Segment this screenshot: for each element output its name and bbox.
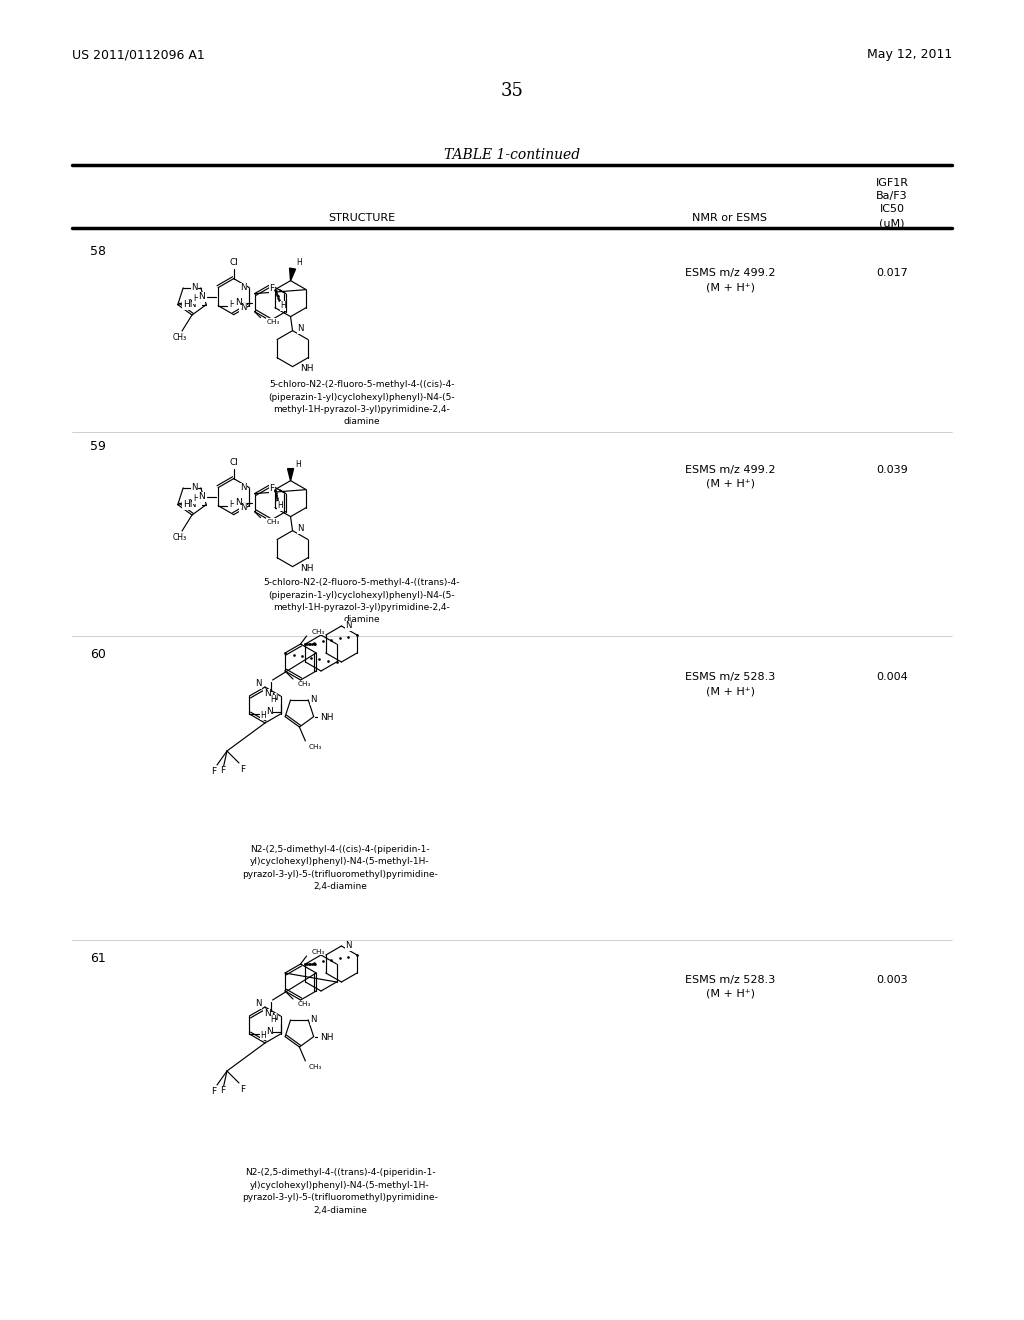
Text: ESMS m/z 499.2: ESMS m/z 499.2 — [685, 268, 775, 279]
Text: F: F — [220, 766, 225, 775]
Text: 5-chloro-N2-(2-fluoro-5-methyl-4-((trans)-4-
(piperazin-1-yl)cyclohexyl)phenyl)-: 5-chloro-N2-(2-fluoro-5-methyl-4-((trans… — [264, 578, 460, 624]
Text: STRUCTURE: STRUCTURE — [329, 213, 395, 223]
Text: HN: HN — [182, 500, 197, 510]
Text: N: N — [191, 483, 198, 492]
Text: N: N — [240, 304, 247, 312]
Text: Cl: Cl — [229, 259, 239, 267]
Text: (M + H⁺): (M + H⁺) — [706, 282, 755, 292]
Text: H: H — [270, 1015, 275, 1024]
Text: N: N — [264, 1010, 270, 1019]
Text: Ba/F3: Ba/F3 — [877, 191, 908, 201]
Text: N: N — [234, 498, 242, 507]
Text: H: H — [260, 1031, 266, 1040]
Text: N: N — [234, 298, 242, 308]
Text: 58: 58 — [90, 246, 106, 257]
Text: N: N — [240, 503, 247, 512]
Text: IGF1R: IGF1R — [876, 178, 908, 187]
Text: TABLE 1-continued: TABLE 1-continued — [444, 148, 580, 162]
Text: CH₃: CH₃ — [173, 333, 187, 342]
Text: CH₃: CH₃ — [298, 1001, 311, 1007]
Text: 5-chloro-N2-(2-fluoro-5-methyl-4-((cis)-4-
(piperazin-1-yl)cyclohexyl)phenyl)-N4: 5-chloro-N2-(2-fluoro-5-methyl-4-((cis)-… — [268, 380, 456, 426]
Text: H: H — [260, 710, 266, 719]
Text: NH: NH — [319, 713, 333, 722]
Text: N: N — [310, 696, 316, 705]
Text: ESMS m/z 528.3: ESMS m/z 528.3 — [685, 672, 775, 682]
Text: CH₃: CH₃ — [311, 949, 325, 954]
Text: N: N — [266, 708, 272, 717]
Text: N: N — [345, 622, 352, 631]
Text: H: H — [193, 494, 199, 503]
Text: H: H — [297, 259, 302, 267]
Text: F: F — [269, 284, 274, 293]
Text: N2-(2,5-dimethyl-4-((cis)-4-(piperidin-1-
yl)cyclohexyl)phenyl)-N4-(5-methyl-1H-: N2-(2,5-dimethyl-4-((cis)-4-(piperidin-1… — [242, 845, 438, 891]
Text: 0.004: 0.004 — [877, 672, 908, 682]
Text: N: N — [345, 941, 352, 950]
Text: 60: 60 — [90, 648, 105, 661]
Text: N: N — [298, 325, 304, 333]
Text: N: N — [266, 1027, 272, 1036]
Text: H: H — [296, 461, 301, 469]
Text: ESMS m/z 499.2: ESMS m/z 499.2 — [685, 465, 775, 475]
Text: H: H — [229, 300, 236, 309]
Text: CH₃: CH₃ — [173, 532, 187, 541]
Text: 0.003: 0.003 — [877, 975, 908, 985]
Text: N: N — [256, 999, 262, 1008]
Text: N: N — [191, 284, 198, 292]
Text: May 12, 2011: May 12, 2011 — [866, 48, 952, 61]
Text: 59: 59 — [90, 440, 105, 453]
Text: N: N — [271, 693, 278, 702]
Text: 0.017: 0.017 — [877, 268, 908, 279]
Text: N: N — [199, 292, 205, 301]
Text: N2-(2,5-dimethyl-4-((trans)-4-(piperidin-1-
yl)cyclohexyl)phenyl)-N4-(5-methyl-1: N2-(2,5-dimethyl-4-((trans)-4-(piperidin… — [242, 1168, 438, 1214]
Text: F: F — [241, 764, 246, 774]
Text: NH: NH — [319, 1034, 333, 1041]
Text: N: N — [240, 483, 247, 492]
Text: IC50: IC50 — [880, 205, 904, 214]
Text: N: N — [256, 680, 262, 689]
Text: NMR or ESMS: NMR or ESMS — [692, 213, 768, 223]
Text: HN: HN — [182, 300, 197, 309]
Text: CH₃: CH₃ — [298, 681, 311, 686]
Text: N: N — [264, 689, 270, 698]
Text: Cl: Cl — [229, 458, 239, 467]
Text: F: F — [211, 1086, 216, 1096]
Text: H: H — [193, 294, 199, 304]
Text: CH₃: CH₃ — [311, 630, 325, 635]
Text: (uM): (uM) — [880, 218, 905, 228]
Text: NH: NH — [301, 564, 314, 573]
Text: N: N — [271, 1014, 278, 1023]
Text: H: H — [229, 500, 236, 510]
Text: F: F — [220, 1086, 225, 1096]
Text: NH: NH — [301, 364, 314, 374]
Text: 35: 35 — [501, 82, 523, 100]
Text: N: N — [298, 524, 304, 533]
Text: F: F — [241, 1085, 246, 1093]
Text: ESMS m/z 528.3: ESMS m/z 528.3 — [685, 975, 775, 985]
Text: N: N — [199, 492, 205, 502]
Text: N: N — [310, 1015, 316, 1024]
Text: (M + H⁺): (M + H⁺) — [706, 686, 755, 696]
Text: F: F — [211, 767, 216, 776]
Text: H: H — [281, 301, 286, 310]
Text: 61: 61 — [90, 952, 105, 965]
Text: CH₃: CH₃ — [308, 744, 322, 750]
Text: H: H — [270, 696, 275, 705]
Text: CH₃: CH₃ — [266, 519, 280, 524]
Text: N: N — [240, 282, 247, 292]
Polygon shape — [288, 469, 294, 480]
Text: CH₃: CH₃ — [308, 1064, 322, 1071]
Text: US 2011/0112096 A1: US 2011/0112096 A1 — [72, 48, 205, 61]
Text: H: H — [278, 502, 283, 510]
Text: 0.039: 0.039 — [877, 465, 908, 475]
Polygon shape — [290, 268, 296, 281]
Text: CH₃: CH₃ — [266, 318, 280, 325]
Text: (M + H⁺): (M + H⁺) — [706, 479, 755, 488]
Text: F: F — [269, 484, 274, 494]
Text: (M + H⁺): (M + H⁺) — [706, 989, 755, 999]
